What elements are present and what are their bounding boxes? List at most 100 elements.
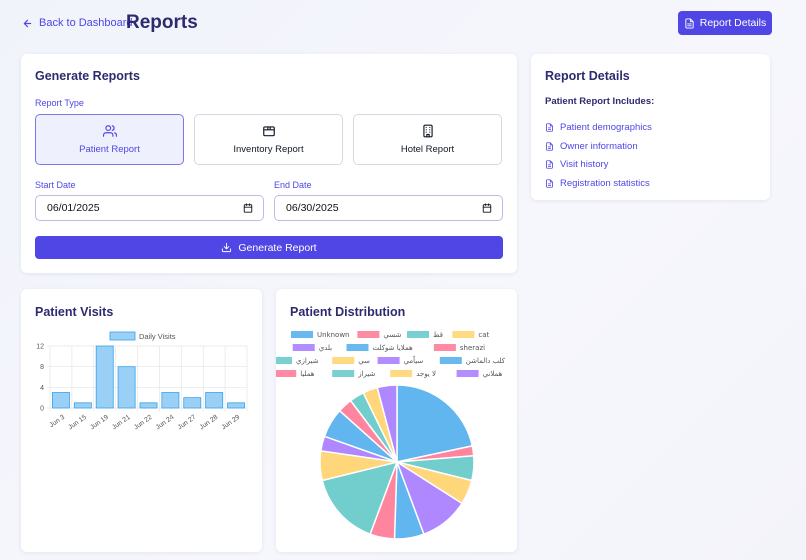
end-date-input[interactable]: 06/30/2025 <box>274 195 503 221</box>
patient-report-option[interactable]: Patient Report <box>35 114 184 165</box>
legend-item[interactable]: cat <box>452 331 490 339</box>
legend-swatch <box>377 357 400 364</box>
legend-item[interactable]: هملايا شوكلت <box>346 344 414 352</box>
x-tick-label: Jun 15 <box>67 414 88 432</box>
hotel-report-option[interactable]: Hotel Report <box>353 114 502 165</box>
bar[interactable] <box>117 366 136 409</box>
x-tick-label: Jun 28 <box>199 414 220 432</box>
y-tick-label: 4 <box>40 385 44 392</box>
bar[interactable] <box>139 402 158 409</box>
legend-item[interactable]: بلدي <box>292 344 332 352</box>
end-date-label: End Date <box>274 180 312 190</box>
legend-label: cat <box>478 331 489 339</box>
y-tick-label: 12 <box>36 344 44 351</box>
bar[interactable] <box>73 402 92 409</box>
report-type-label: Report Type <box>35 98 84 108</box>
patient-visits-chart: Daily Visits 0 4 8 12 Jun 3 Jun 15 Jun 19 Jun 21… <box>36 331 248 432</box>
start-date-input[interactable]: 06/01/2025 <box>35 195 264 221</box>
legend-item[interactable]: كلب دالماشن <box>439 357 506 365</box>
y-tick-label: 0 <box>40 406 44 413</box>
legend-swatch <box>433 344 456 351</box>
list-item: Visit history <box>545 155 652 174</box>
document-icon <box>546 123 553 132</box>
bar[interactable] <box>95 345 114 409</box>
y-tick-label: 8 <box>40 364 44 371</box>
patient-visits-title: Patient Visits <box>35 305 114 319</box>
legend-item[interactable]: شيرازي <box>276 357 319 365</box>
legend-swatch <box>346 344 369 351</box>
report-includes-list: Patient demographics Owner information V… <box>545 118 652 193</box>
legend-swatch <box>452 331 475 338</box>
legend-item[interactable]: شيراز <box>332 370 375 378</box>
inventory-report-label: Inventory Report <box>233 144 304 155</box>
pie-slice[interactable] <box>321 460 399 536</box>
legend-item[interactable]: همليا <box>276 370 315 378</box>
bar[interactable] <box>183 397 202 409</box>
x-tick-label: Jun 29 <box>220 414 241 432</box>
legend-label: Daily Visits <box>139 332 176 341</box>
list-item: Registration statistics <box>545 174 652 193</box>
chart-legend: Daily Visits <box>109 331 176 341</box>
legend-swatch <box>439 357 462 364</box>
legend-label: شيرازي <box>296 357 319 365</box>
x-tick-label: Jun 27 <box>177 414 198 432</box>
legend-item[interactable]: شسي <box>357 331 401 339</box>
bar[interactable] <box>227 402 245 409</box>
legend-label: شيراز <box>357 370 375 378</box>
report-includes-heading: Patient Report Includes: <box>545 96 655 107</box>
legend-swatch <box>390 370 413 377</box>
x-tick-label: Jun 24 <box>155 414 176 432</box>
legend-swatch <box>332 357 355 364</box>
legend-swatch <box>291 331 313 338</box>
end-date-value: 06/30/2025 <box>286 202 339 214</box>
generate-report-button[interactable]: Generate Report <box>35 236 503 259</box>
calendar-icon[interactable] <box>482 203 492 213</box>
bar[interactable] <box>161 392 180 409</box>
patient-distribution-card: Patient Distribution Unknown شسي قط cat بلدي… <box>276 289 517 552</box>
legend-item[interactable]: قط <box>407 331 443 339</box>
legend-item[interactable]: سياًمي <box>377 355 424 365</box>
start-date-label: Start Date <box>35 180 76 190</box>
legend-swatch <box>292 344 315 351</box>
patient-distribution-title: Patient Distribution <box>290 305 406 319</box>
legend-swatch <box>276 357 292 364</box>
generate-report-label: Generate Report <box>238 241 317 254</box>
inventory-report-option[interactable]: Inventory Report <box>194 114 343 165</box>
legend-item[interactable]: سي <box>332 357 370 365</box>
pie-slice[interactable] <box>396 384 474 463</box>
bar[interactable] <box>205 392 224 409</box>
legend-item[interactable]: sherazi <box>433 344 485 352</box>
patient-visits-card: Patient Visits Daily Visits 0 4 8 12 Jun 3 Jun… <box>21 289 262 552</box>
back-link-label: Back to Dashboard <box>39 17 133 29</box>
report-details-button[interactable]: Report Details <box>678 11 772 35</box>
back-to-dashboard-link[interactable]: Back to Dashboard <box>22 17 133 29</box>
download-icon <box>222 242 232 253</box>
legend-item[interactable]: هملاني <box>456 370 503 378</box>
report-details-title: Report Details <box>545 69 630 83</box>
x-tick-label: Jun 19 <box>89 414 110 432</box>
bar[interactable] <box>52 392 70 409</box>
legend-label: sherazi <box>460 344 485 352</box>
pie-slice[interactable] <box>376 384 398 463</box>
list-item: Owner information <box>545 137 652 156</box>
legend-swatch <box>276 370 297 377</box>
start-date-value: 06/01/2025 <box>47 202 100 214</box>
patient-report-label: Patient Report <box>79 144 140 155</box>
legend-swatch <box>407 331 429 338</box>
legend-label: لا يوجد <box>416 370 436 378</box>
calendar-icon[interactable] <box>243 203 253 213</box>
list-item-label: Registration statistics <box>560 177 650 189</box>
arrow-left-icon <box>23 19 32 27</box>
patient-distribution-chart: Unknown شسي قط cat بلدي هملايا شوكلت sherazi شي… <box>276 331 506 540</box>
document-icon <box>546 160 553 169</box>
legend-item[interactable]: Unknown <box>291 331 350 339</box>
list-item-label: Owner information <box>560 140 638 152</box>
x-tick-label: Jun 3 <box>48 414 66 429</box>
box-icon <box>262 126 275 137</box>
generate-reports-card: Generate Reports Report Type Patient Rep… <box>21 54 517 273</box>
document-icon <box>546 179 553 188</box>
legend-label: سياًمي <box>404 355 424 365</box>
x-tick-label: Jun 21 <box>111 414 132 432</box>
list-item-label: Patient demographics <box>560 121 652 133</box>
legend-item[interactable]: لا يوجد <box>390 370 436 378</box>
